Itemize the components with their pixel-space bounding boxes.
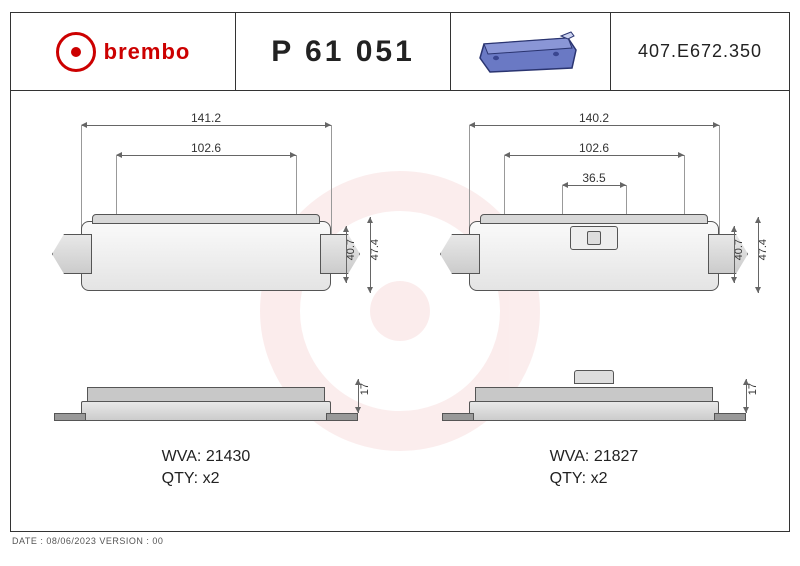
dim-line-v: [370, 217, 371, 293]
dim-line: [562, 185, 626, 186]
drawing-body: 141.2 102.6 40.7 47.4 17: [11, 91, 789, 531]
wva-label: WVA:: [550, 448, 590, 465]
qty-value: x2: [203, 470, 220, 487]
brembo-logo: brembo: [56, 32, 191, 72]
ext-line: [469, 125, 470, 235]
left-meta: WVA: 21430 QTY: x2: [162, 446, 251, 491]
qty-label: QTY:: [550, 470, 586, 487]
dim-line-v: [346, 226, 347, 283]
left-view: 141.2 102.6 40.7 47.4 17: [21, 91, 391, 346]
right-side-view: [469, 376, 719, 421]
part-number-cell: P 61 051: [236, 13, 451, 90]
pad-backing-icon: [92, 214, 320, 224]
dim-line-v: [746, 379, 747, 413]
qty-value: x2: [591, 470, 608, 487]
side-plate-icon: [469, 401, 719, 421]
dim-line-v: [758, 217, 759, 293]
ext-line: [331, 125, 332, 235]
brand-cell: brembo: [11, 13, 236, 90]
ext-line: [719, 125, 720, 235]
right-front-view: 140.2 102.6 36.5 40.7 47.4: [409, 91, 779, 346]
dim-line: [469, 125, 719, 126]
dim-width-inner: 102.6: [191, 141, 221, 155]
brand-text: brembo: [104, 39, 191, 65]
wva-label: WVA:: [162, 448, 202, 465]
qty-label: QTY:: [162, 470, 198, 487]
part-3d-icon-cell: [451, 13, 611, 90]
dim-width-outer: 140.2: [579, 111, 609, 125]
dim-line: [81, 125, 331, 126]
side-friction-icon: [475, 387, 713, 401]
dim-line: [504, 155, 684, 156]
pad-face-icon: [469, 221, 719, 291]
drawing-frame: brembo P 61 051 407.E672.350: [10, 12, 790, 532]
reference-cell: 407.E672.350: [611, 13, 789, 90]
side-plate-icon: [81, 401, 331, 421]
dim-sensor-width: 36.5: [582, 171, 605, 185]
side-friction-icon: [87, 387, 325, 401]
dim-line-v: [734, 226, 735, 283]
pad-face-icon: [81, 221, 331, 291]
dim-line-v: [358, 379, 359, 413]
dim-line: [116, 155, 296, 156]
reference-number: 407.E672.350: [638, 41, 762, 62]
wear-sensor-icon: [570, 226, 618, 250]
ext-line: [81, 125, 82, 235]
header-row: brembo P 61 051 407.E672.350: [11, 13, 789, 91]
dim-width-inner: 102.6: [579, 141, 609, 155]
right-view: 140.2 102.6 36.5 40.7 47.4: [409, 91, 779, 346]
left-front-view: 141.2 102.6 40.7 47.4: [21, 91, 391, 346]
brake-pad-3d-icon: [471, 24, 591, 79]
wva-value: 21430: [206, 448, 251, 465]
left-side-view: [81, 376, 331, 421]
wva-value: 21827: [594, 448, 639, 465]
side-clip-icon: [574, 370, 614, 384]
dim-width-outer: 141.2: [191, 111, 221, 125]
footer-text: DATE : 08/06/2023 VERSION : 00: [12, 536, 163, 546]
logo-disc-icon: [56, 32, 96, 72]
right-meta: WVA: 21827 QTY: x2: [550, 446, 639, 491]
pad-backing-icon: [480, 214, 708, 224]
part-number: P 61 051: [271, 35, 415, 69]
